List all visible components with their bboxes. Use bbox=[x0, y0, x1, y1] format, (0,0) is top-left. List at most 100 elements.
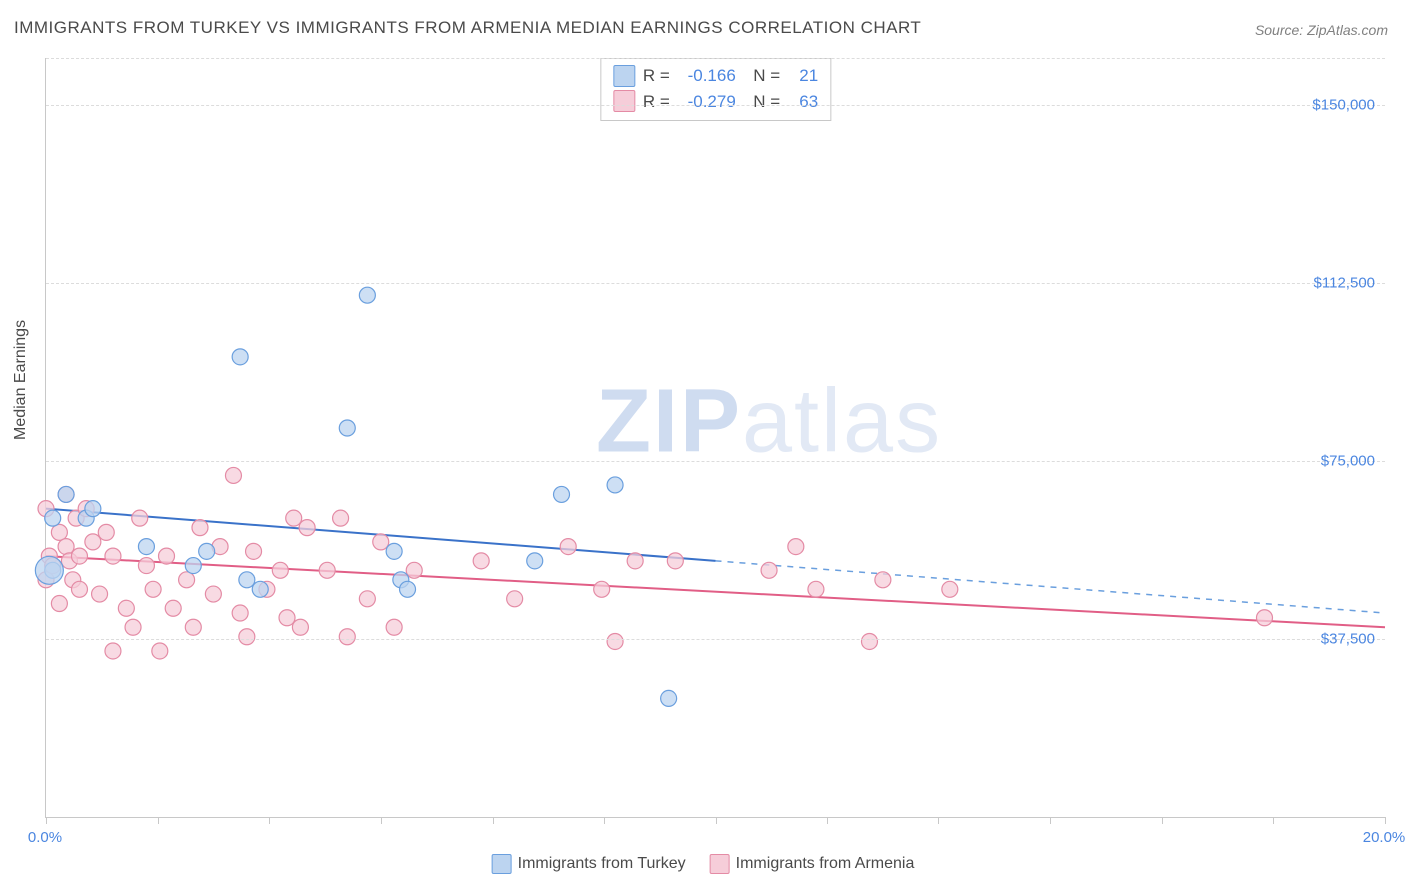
data-point bbox=[92, 586, 108, 602]
data-point bbox=[554, 486, 570, 502]
stat-n-value: 63 bbox=[788, 89, 818, 115]
data-point bbox=[98, 524, 114, 540]
data-point bbox=[299, 520, 315, 536]
data-point bbox=[788, 539, 804, 555]
stat-n-value: 21 bbox=[788, 63, 818, 89]
data-point bbox=[165, 600, 181, 616]
data-point bbox=[339, 629, 355, 645]
x-tick-mark bbox=[269, 817, 270, 824]
x-tick-mark bbox=[716, 817, 717, 824]
stat-n-label: N = bbox=[744, 63, 780, 89]
data-point bbox=[152, 643, 168, 659]
data-point bbox=[1256, 610, 1272, 626]
data-point bbox=[507, 591, 523, 607]
data-point bbox=[761, 562, 777, 578]
x-tick-mark bbox=[1273, 817, 1274, 824]
data-point bbox=[239, 572, 255, 588]
data-point bbox=[159, 548, 175, 564]
legend-swatch bbox=[492, 854, 512, 874]
legend: Immigrants from Turkey Immigrants from Ar… bbox=[492, 854, 915, 874]
x-tick-mark bbox=[1050, 817, 1051, 824]
data-point bbox=[132, 510, 148, 526]
data-point bbox=[333, 510, 349, 526]
x-tick-mark bbox=[827, 817, 828, 824]
data-point bbox=[185, 619, 201, 635]
data-point bbox=[292, 619, 308, 635]
x-tick-label: 20.0% bbox=[1363, 829, 1406, 846]
chart-title: IMMIGRANTS FROM TURKEY VS IMMIGRANTS FRO… bbox=[14, 18, 921, 38]
data-point bbox=[51, 596, 67, 612]
stat-n-label: N = bbox=[744, 89, 780, 115]
correlation-stats-box: R =-0.166 N =21R =-0.279 N =63 bbox=[600, 58, 831, 121]
data-point bbox=[272, 562, 288, 578]
data-point bbox=[406, 562, 422, 578]
gridline bbox=[46, 461, 1385, 462]
data-point bbox=[252, 581, 268, 597]
data-point bbox=[875, 572, 891, 588]
data-point bbox=[199, 543, 215, 559]
gridline bbox=[46, 639, 1385, 640]
data-point bbox=[359, 591, 375, 607]
stat-r-value: -0.166 bbox=[678, 63, 736, 89]
data-point bbox=[239, 629, 255, 645]
data-point bbox=[661, 690, 677, 706]
data-point bbox=[192, 520, 208, 536]
data-point bbox=[205, 586, 221, 602]
data-point bbox=[118, 600, 134, 616]
data-point bbox=[105, 643, 121, 659]
x-tick-mark bbox=[381, 817, 382, 824]
gridline bbox=[46, 283, 1385, 284]
x-tick-mark bbox=[604, 817, 605, 824]
gridline bbox=[46, 58, 1385, 59]
stats-row: R =-0.279 N =63 bbox=[613, 89, 818, 115]
stats-swatch bbox=[613, 65, 635, 87]
data-point bbox=[386, 543, 402, 559]
data-point bbox=[58, 539, 74, 555]
legend-label: Immigrants from Armenia bbox=[736, 855, 915, 873]
data-point bbox=[942, 581, 958, 597]
legend-item: Immigrants from Armenia bbox=[710, 854, 915, 874]
stats-row: R = -0.166 N = 21 bbox=[613, 63, 818, 89]
data-point bbox=[179, 572, 195, 588]
x-tick-mark bbox=[1385, 817, 1386, 824]
data-point bbox=[232, 349, 248, 365]
y-axis-label: Median Earnings bbox=[12, 320, 30, 440]
data-point bbox=[359, 287, 375, 303]
data-point bbox=[185, 558, 201, 574]
stat-r-label: R = bbox=[643, 63, 670, 89]
plot-area: ZIPatlas R =-0.166 N =21R =-0.279 N =63 … bbox=[45, 58, 1385, 818]
data-point bbox=[286, 510, 302, 526]
data-point bbox=[594, 581, 610, 597]
data-point bbox=[808, 581, 824, 597]
data-point bbox=[246, 543, 262, 559]
data-point bbox=[400, 581, 416, 597]
data-point bbox=[607, 633, 623, 649]
data-point bbox=[339, 420, 355, 436]
data-point bbox=[125, 619, 141, 635]
data-point bbox=[279, 610, 295, 626]
x-tick-mark bbox=[938, 817, 939, 824]
data-point bbox=[319, 562, 335, 578]
gridline bbox=[46, 105, 1385, 106]
x-tick-mark bbox=[158, 817, 159, 824]
data-point bbox=[58, 486, 74, 502]
data-point bbox=[627, 553, 643, 569]
stat-r-label: R = bbox=[643, 89, 670, 115]
data-point bbox=[607, 477, 623, 493]
x-tick-label: 0.0% bbox=[28, 829, 62, 846]
data-point bbox=[105, 548, 121, 564]
data-point bbox=[51, 524, 67, 540]
data-point bbox=[35, 556, 63, 584]
y-tick-label: $112,500 bbox=[1314, 275, 1375, 292]
source-attribution: Source: ZipAtlas.com bbox=[1255, 22, 1388, 38]
data-point bbox=[861, 633, 877, 649]
data-point bbox=[560, 539, 576, 555]
legend-swatch bbox=[710, 854, 730, 874]
data-point bbox=[386, 619, 402, 635]
data-point bbox=[145, 581, 161, 597]
data-point bbox=[45, 510, 61, 526]
y-tick-label: $37,500 bbox=[1321, 631, 1375, 648]
x-tick-mark bbox=[493, 817, 494, 824]
data-point bbox=[473, 553, 489, 569]
legend-item: Immigrants from Turkey bbox=[492, 854, 686, 874]
